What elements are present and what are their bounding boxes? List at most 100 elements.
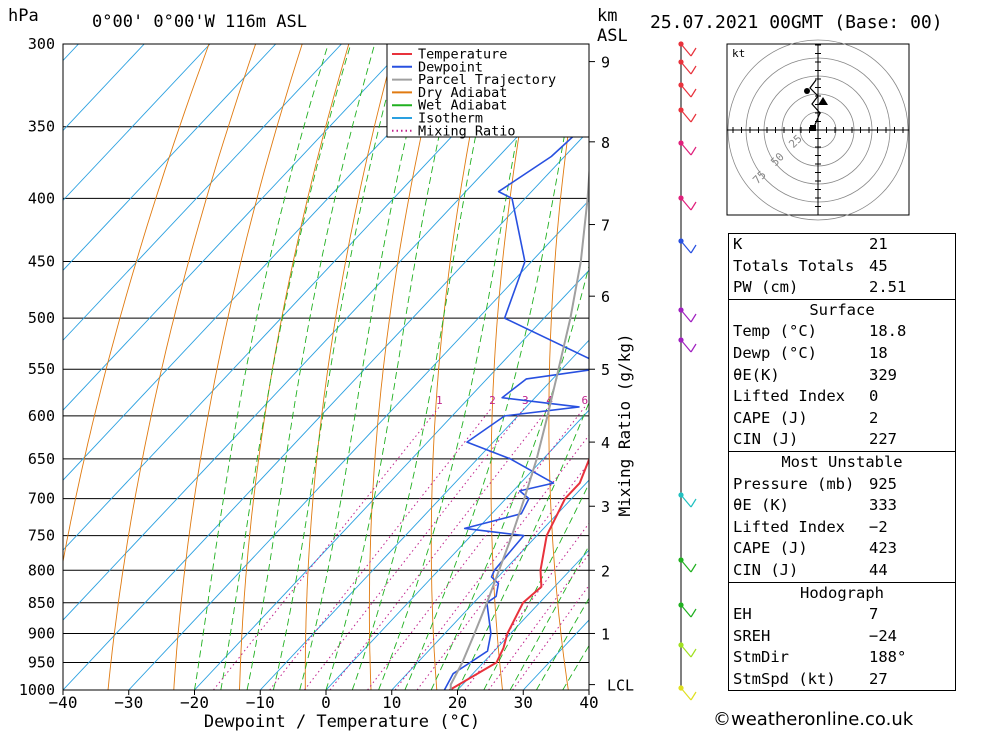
wind-barb-feather [690,88,697,98]
series-dewpoint [443,55,589,690]
mixing-ratio-label: 8 [607,394,614,407]
wet-adiabat-line [351,44,496,690]
km-tick-label: 7 [601,217,610,235]
hodograph-value: 7 [869,605,879,624]
hodograph-title: Hodograph [800,583,884,602]
isotherm-line [63,59,589,621]
isotherm-line [63,44,540,551]
wind-barb-feather [690,244,697,254]
isotherm-line [63,44,277,271]
wind-barb-feather [690,201,697,211]
surface-row: Temp (°C) 18.8 [729,321,955,343]
units-hpa: hPa [8,6,39,26]
x-tick-label: 10 [382,693,401,712]
wind-barbs [678,41,697,701]
x-tick-label: 20 [448,693,467,712]
km-tick-label: 8 [601,134,610,152]
surface-value: 18 [869,343,888,362]
surface-section: Surface Temp (°C) 18.8 Dewp (°C) 18 θE(K) 329… [729,298,955,451]
wind-barb-feather [690,47,697,57]
hodograph-row: StmDir 188° [729,647,955,669]
hodograph-value: −24 [869,626,897,645]
wind-barb-shaft [680,109,692,123]
hodograph-value: 27 [869,669,888,688]
index-value: 21 [869,235,888,253]
isotherm-line [325,409,589,690]
surface-value: 2 [869,408,879,427]
pressure-tick-label: 350 [28,118,55,136]
x-tick-label: −40 [49,693,78,712]
hodograph-row: SREH −24 [729,626,955,648]
datetime-label: 25.07.2021 00GMT (Base: 00) [650,12,943,33]
dry-adiabat-line [304,44,396,690]
wind-barb-shaft [680,309,692,323]
x-tick-label: 30 [514,693,533,712]
mixing-ratio-axis-label: Mixing Ratio (g/kg) [615,333,634,516]
wind-barb-feather [690,343,697,353]
surface-label: Temp (°C) [733,322,817,341]
x-tick-label: −20 [180,693,209,712]
surface-row: Dewp (°C) 18 [729,343,955,365]
mixing-ratio-line [304,406,526,690]
legend-item-label: Temperature [418,47,507,63]
pressure-tick-label: 950 [28,653,55,671]
wet-adiabat-line [457,401,589,690]
surface-value: 329 [869,365,897,384]
mixing-ratio-label: 4 [546,394,553,407]
wet-adiabat-line [325,44,461,690]
most-unstable-row: θE (K) 333 [729,495,955,517]
mixing-ratio-line [213,406,440,690]
index-value: 2.51 [869,278,907,297]
isotherm-line [63,129,589,690]
surface-value: 18.8 [869,322,907,341]
surface-label: CAPE (J) [733,408,808,427]
surface-title: Surface [809,300,875,319]
most-unstable-label: Pressure (mb) [733,474,855,493]
pressure-tick-label: 800 [28,561,55,579]
legend-item-label: Dewpoint [418,59,483,75]
pressure-tick-label: 850 [28,594,55,612]
most-unstable-label: θE (K) [733,496,789,515]
most-unstable-value: 333 [869,496,897,515]
wind-barb-shaft [680,494,692,508]
dry-adiabat-line [107,44,257,690]
units-km: km [597,6,618,26]
dry-adiabat-line [430,44,490,690]
index-label: Totals Totals [733,256,855,275]
pressure-tick-label: 450 [28,253,55,271]
most-unstable-row: CAPE (J) 423 [729,538,955,560]
wet-adiabat-line [378,44,536,690]
wind-barb-feather [690,65,697,75]
storm-motion-marker [818,97,828,105]
plot-frame [62,43,590,691]
isotherm-line [63,44,211,202]
wind-barb-shaft [680,61,692,75]
series-temperature [449,457,589,690]
location-label: 0°00' 0°00'W 116m ASL [92,12,307,32]
wind-barb-shaft [680,142,692,156]
wind-barb-shaft [680,84,692,98]
most-unstable-value: 44 [869,560,888,579]
mixing-ratio-line [329,406,550,690]
series-parcel-trajectory [449,163,589,690]
most-unstable-row: Pressure (mb) 925 [729,474,955,496]
most-unstable-value: 423 [869,539,897,558]
surface-label: CIN (J) [733,430,799,449]
most-unstable-row: Lifted Index −2 [729,517,955,539]
isotherm-line [194,269,589,690]
hodograph-value: 188° [869,648,907,667]
mixing-ratio-line [416,461,589,690]
wet-adiabat-line [272,44,401,690]
index-row: Totals Totals 45 [729,256,955,278]
most-unstable-value: −2 [869,517,888,536]
wet-adiabat-line [220,44,352,690]
hodograph-row: EH 7 [729,604,955,626]
wind-barb-shaft [680,559,692,573]
pressure-tick-label: 500 [28,309,55,327]
wind-barb-shaft [680,197,692,211]
index-row: K 21 [729,234,955,256]
isotherm-line [457,549,589,690]
dry-adiabat-line [173,44,303,690]
dry-adiabat-line [955,44,1000,690]
hodograph-label: SREH [733,626,771,645]
